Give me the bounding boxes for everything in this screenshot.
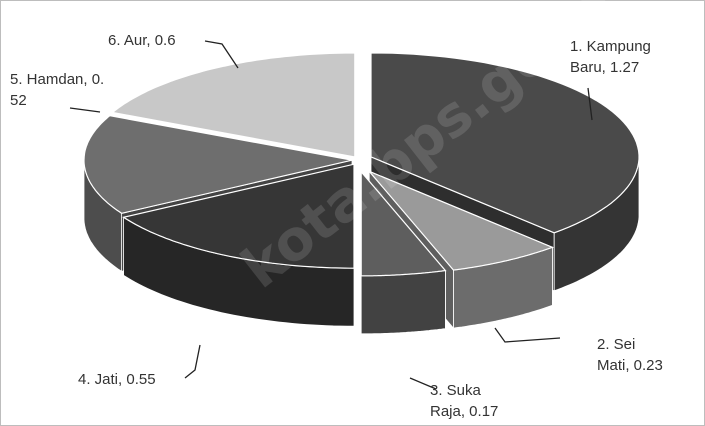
slice-label-sei-mati: 2. Sei Mati, 0.23 [597,336,663,374]
slice-label-aur: 6. Aur, 0.6 [108,32,176,49]
slice-label-suka-raja: 3. Suka Raja, 0.17 [430,382,499,420]
slice-sei-mati [368,170,555,271]
slice-suka-raja [360,170,447,277]
leader-line-sei-mati [494,327,561,343]
slice-side-suka-raja [360,270,446,335]
leader-line-jati [184,344,201,379]
slice-jati [122,163,355,269]
slice-hamdan [83,115,353,214]
leader-line-suka-raja [409,377,437,390]
leader-line-kampung-baru [587,87,593,121]
slice-label-hamdan: 5. Hamdan, 0. 52 [10,71,105,109]
slice-kampung-baru [370,52,640,234]
leader-line-hamdan [69,107,101,113]
leader-line-aur [204,40,239,69]
slice-aur [111,52,356,158]
slice-label-kampung-baru: 1. Kampung Baru, 1.27 [570,38,651,76]
slice-label-jati: 4. Jati, 0.55 [78,371,156,388]
